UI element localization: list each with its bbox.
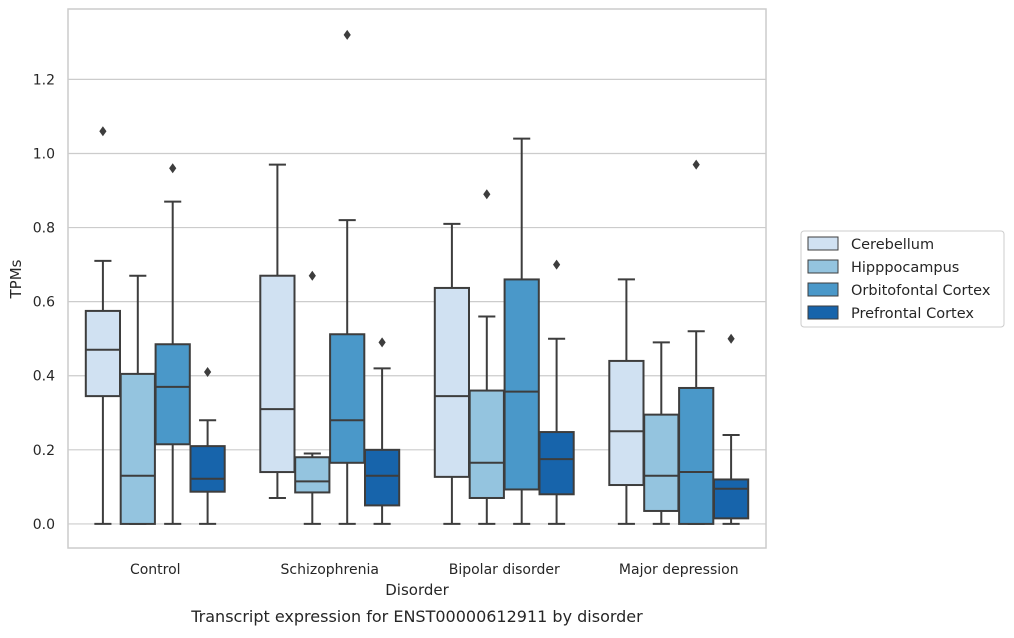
legend-swatch — [807, 236, 839, 251]
box-body — [119, 372, 156, 525]
box-body — [329, 333, 366, 464]
box-orbitofontal-cortex — [678, 159, 715, 525]
y-tick-label: 0.2 — [33, 443, 55, 459]
outlier-point — [553, 259, 561, 270]
box-prefrontal-cortex — [712, 333, 750, 525]
y-tick-label: 0.0 — [33, 517, 55, 533]
x-axis-label: Disorder — [385, 581, 449, 599]
box-body — [608, 359, 645, 487]
x-ticks: Control Schizophrenia Bipolar disorder Majo… — [130, 562, 739, 578]
box-orbitofontal-cortex — [503, 137, 540, 525]
box-body — [643, 413, 680, 512]
legend-label: Orbitofontal Cortex — [851, 283, 991, 299]
legend-label: Prefrontal Cortex — [851, 306, 974, 322]
x-tick-label: Major depression — [619, 562, 739, 578]
box-body — [538, 431, 575, 496]
box-cerebellum — [608, 278, 645, 525]
box-body — [189, 445, 226, 493]
box-body — [678, 386, 715, 525]
box-body — [363, 448, 401, 507]
chart-caption: Transcript expression for ENST0000061291… — [190, 607, 643, 626]
y-tick-label: 0.8 — [33, 221, 55, 237]
y-tick-label: 0.4 — [33, 369, 55, 385]
x-tick-label: Control — [130, 562, 181, 578]
box-hipppocampus — [468, 189, 505, 525]
legend: Cerebellum Hipppocampus Orbitofontal Corte… — [800, 230, 1005, 328]
outlier-point — [308, 270, 316, 281]
y-axis-label: TPMs — [7, 259, 25, 299]
box-hipppocampus — [119, 274, 156, 525]
outlier-point — [343, 29, 351, 40]
legend-label: Hipppocampus — [851, 260, 959, 276]
box-orbitofontal-cortex — [329, 29, 366, 525]
legend-swatch — [807, 282, 839, 297]
legend-swatch — [807, 305, 839, 320]
y-tick-label: 1.2 — [33, 72, 55, 88]
box-body — [433, 286, 471, 478]
outlier-point — [204, 367, 212, 378]
outlier-point — [169, 163, 177, 174]
legend-swatch — [807, 259, 839, 274]
box-body — [503, 278, 540, 491]
plot-frame — [67, 8, 767, 549]
box-hipppocampus — [294, 270, 331, 525]
x-tick-label: Schizophrenia — [281, 562, 379, 578]
outlier-point — [727, 333, 735, 344]
box-body — [84, 309, 122, 398]
x-tick-label: Bipolar disorder — [449, 562, 560, 578]
outlier-point — [692, 159, 700, 170]
outlier-point — [378, 337, 386, 348]
y-tick-label: 1.0 — [33, 146, 55, 162]
box-prefrontal-cortex — [538, 259, 575, 525]
y-tick-label: 0.6 — [33, 295, 55, 311]
boxes-layer — [84, 29, 750, 525]
box-orbitofontal-cortex — [154, 163, 191, 525]
box-cerebellum — [259, 163, 296, 499]
outlier-point — [99, 126, 107, 137]
box-body — [154, 343, 191, 446]
outlier-point — [483, 189, 491, 200]
box-cerebellum — [433, 222, 471, 525]
y-ticks: 0.0 0.2 0.4 0.6 0.8 1.0 1.2 — [33, 72, 55, 533]
box-body — [259, 274, 296, 474]
legend-frame — [800, 230, 1005, 328]
box-body — [294, 456, 331, 494]
legend-label: Cerebellum — [851, 237, 934, 253]
box-body — [712, 478, 750, 520]
box-prefrontal-cortex — [189, 367, 226, 525]
box-hipppocampus — [643, 341, 680, 525]
box-cerebellum — [84, 126, 122, 525]
box-body — [468, 389, 505, 499]
legend-items: Cerebellum Hipppocampus Orbitofontal Corte… — [807, 236, 991, 322]
box-prefrontal-cortex — [363, 337, 401, 525]
